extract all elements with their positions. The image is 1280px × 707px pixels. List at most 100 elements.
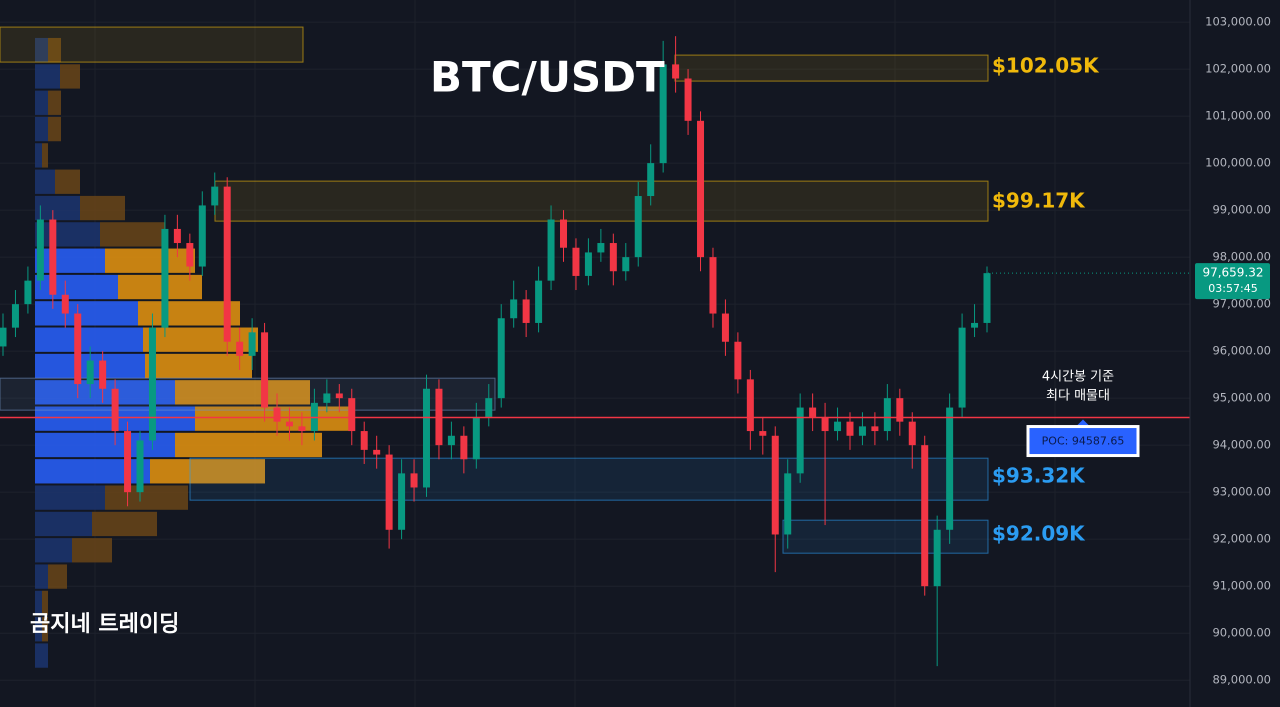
y-tick-label: 95,000.00 bbox=[1212, 391, 1271, 405]
candle-body bbox=[236, 341, 244, 356]
candle-body bbox=[597, 243, 605, 253]
y-tick-label: 97,000.00 bbox=[1212, 297, 1271, 311]
candle-body bbox=[584, 252, 592, 276]
profile-sell-bar bbox=[175, 432, 322, 458]
profile-buy-bar bbox=[35, 90, 48, 115]
candle-body bbox=[908, 421, 916, 446]
zone-box bbox=[0, 26, 304, 63]
profile-sell-bar bbox=[105, 248, 195, 273]
candle-body bbox=[971, 322, 979, 328]
zone-label: $102.05K bbox=[992, 53, 1100, 77]
profile-sell-bar bbox=[42, 590, 48, 616]
profile-sell-bar bbox=[48, 116, 61, 142]
candle-body bbox=[572, 247, 580, 276]
candle-body bbox=[211, 186, 219, 206]
candle-body bbox=[497, 318, 505, 399]
candle-body bbox=[136, 440, 144, 493]
profile-buy-bar bbox=[35, 617, 42, 642]
y-tick-label: 99,000.00 bbox=[1212, 203, 1271, 217]
candle-body bbox=[261, 332, 269, 408]
candle-body bbox=[846, 421, 854, 436]
candle-body bbox=[921, 445, 929, 587]
candle-body bbox=[447, 435, 455, 446]
zone-box bbox=[674, 54, 989, 82]
candle-body bbox=[161, 228, 169, 328]
poc-note: 4시간봉 기준 bbox=[1042, 370, 1114, 385]
poc-label: POC: 94587.65 bbox=[1042, 435, 1125, 448]
profile-sell-bar bbox=[92, 511, 157, 537]
candle-body bbox=[335, 393, 343, 399]
candle-body bbox=[0, 327, 7, 347]
candle-body bbox=[198, 205, 206, 267]
candle-body bbox=[809, 407, 817, 417]
profile-buy-bar bbox=[35, 222, 100, 247]
profile-buy-bar bbox=[35, 37, 48, 63]
profile-buy-bar bbox=[35, 459, 150, 484]
candle-body bbox=[285, 421, 293, 427]
y-tick-label: 98,000.00 bbox=[1212, 250, 1271, 264]
candle-body bbox=[74, 313, 82, 385]
y-tick-label: 96,000.00 bbox=[1212, 344, 1271, 358]
zones bbox=[0, 26, 989, 554]
candle-body bbox=[273, 407, 281, 422]
overlay: $102.05K $99.17K $93.32K $92.09K POC: 94587.… bbox=[0, 53, 1270, 545]
candle-body bbox=[298, 426, 306, 432]
profile-buy-bar bbox=[35, 511, 92, 537]
candle-body bbox=[460, 435, 468, 460]
candle-body bbox=[348, 398, 356, 432]
poc-note: 최다 매물대 bbox=[1046, 389, 1110, 404]
profile-buy-bar bbox=[35, 116, 48, 142]
profile-sell-bar bbox=[42, 143, 48, 168]
candle-body bbox=[248, 332, 256, 356]
candle-body bbox=[86, 360, 94, 385]
candle-body bbox=[672, 64, 680, 79]
candle-body bbox=[771, 435, 779, 535]
candle-body bbox=[958, 327, 966, 408]
profile-sell-bar bbox=[60, 64, 80, 89]
y-tick-label: 102,000.00 bbox=[1205, 62, 1271, 76]
profile-buy-bar bbox=[35, 143, 42, 168]
candle-body bbox=[560, 219, 568, 248]
profile-sell-bar bbox=[105, 485, 188, 510]
y-tick-label: 93,000.00 bbox=[1212, 485, 1271, 499]
candle-body bbox=[659, 64, 667, 164]
profile-sell-bar bbox=[150, 459, 265, 484]
candle-body bbox=[111, 388, 119, 432]
profile-sell-bar bbox=[48, 37, 61, 63]
zone-box bbox=[782, 519, 989, 554]
candle-body bbox=[99, 360, 107, 389]
candle-body bbox=[547, 219, 555, 281]
candle-body bbox=[323, 393, 331, 403]
profile-sell-bar bbox=[42, 617, 48, 642]
last-price-tag bbox=[1195, 263, 1270, 300]
candle-body bbox=[36, 219, 44, 281]
candle-body bbox=[721, 313, 729, 342]
countdown-label: 03:57:45 bbox=[1208, 282, 1257, 295]
profile-buy-bar bbox=[35, 564, 48, 589]
profile-sell-bar bbox=[175, 380, 310, 405]
candle-body bbox=[173, 228, 181, 244]
candle-body bbox=[647, 163, 655, 197]
y-tick-label: 92,000.00 bbox=[1212, 532, 1271, 546]
candle-body bbox=[609, 243, 617, 272]
candle-body bbox=[223, 186, 231, 342]
candle-body bbox=[821, 416, 829, 432]
zone-box bbox=[0, 377, 496, 411]
y-tick-label: 94,000.00 bbox=[1212, 438, 1271, 452]
candle-body bbox=[522, 299, 530, 323]
profile-buy-bar bbox=[35, 590, 42, 616]
candle-body bbox=[883, 398, 891, 432]
candle-body bbox=[933, 529, 941, 587]
candle-body bbox=[61, 294, 69, 314]
candle-body bbox=[535, 280, 543, 323]
candle-body bbox=[858, 426, 866, 436]
candle-body bbox=[385, 454, 393, 530]
poc-marker bbox=[1077, 419, 1089, 426]
candle-body bbox=[983, 273, 991, 323]
candle-body bbox=[634, 196, 642, 258]
profile-sell-bar bbox=[48, 564, 67, 589]
zone-label: $93.32K bbox=[992, 464, 1086, 488]
profile-buy-bar bbox=[35, 301, 138, 326]
